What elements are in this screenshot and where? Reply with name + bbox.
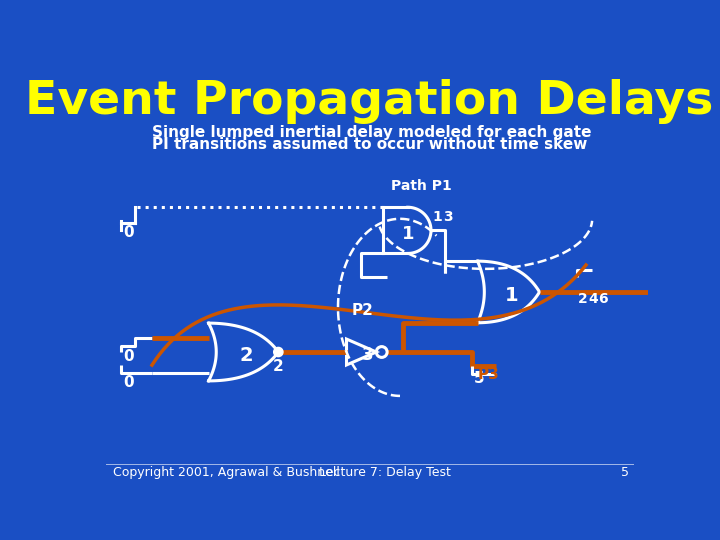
Text: Copyright 2001, Agrawal & Bushnell: Copyright 2001, Agrawal & Bushnell	[113, 467, 340, 480]
Text: 5: 5	[621, 467, 629, 480]
Circle shape	[274, 347, 283, 356]
Text: 2: 2	[578, 292, 588, 306]
Text: Lecture 7: Delay Test: Lecture 7: Delay Test	[319, 467, 451, 480]
Text: 1: 1	[402, 225, 414, 243]
Text: P3: P3	[477, 367, 499, 382]
Text: Event Propagation Delays: Event Propagation Delays	[24, 79, 714, 124]
Text: PI transitions assumed to occur without time skew: PI transitions assumed to occur without …	[152, 137, 588, 152]
Text: Single lumped inertial delay modeled for each gate: Single lumped inertial delay modeled for…	[152, 125, 592, 140]
Text: 0: 0	[123, 225, 134, 240]
Text: 5: 5	[474, 371, 485, 386]
Text: Path P1: Path P1	[391, 179, 451, 193]
Text: 1: 1	[505, 286, 518, 305]
Text: 4: 4	[588, 292, 598, 306]
Text: 1: 1	[433, 210, 442, 224]
Text: 3: 3	[362, 346, 374, 364]
Text: 6: 6	[598, 292, 608, 306]
Text: 0: 0	[123, 349, 134, 364]
Text: P2: P2	[352, 303, 374, 318]
Text: 2: 2	[273, 359, 284, 374]
Text: 0: 0	[123, 375, 134, 390]
Text: 3: 3	[444, 210, 453, 224]
Text: 2: 2	[240, 346, 253, 366]
